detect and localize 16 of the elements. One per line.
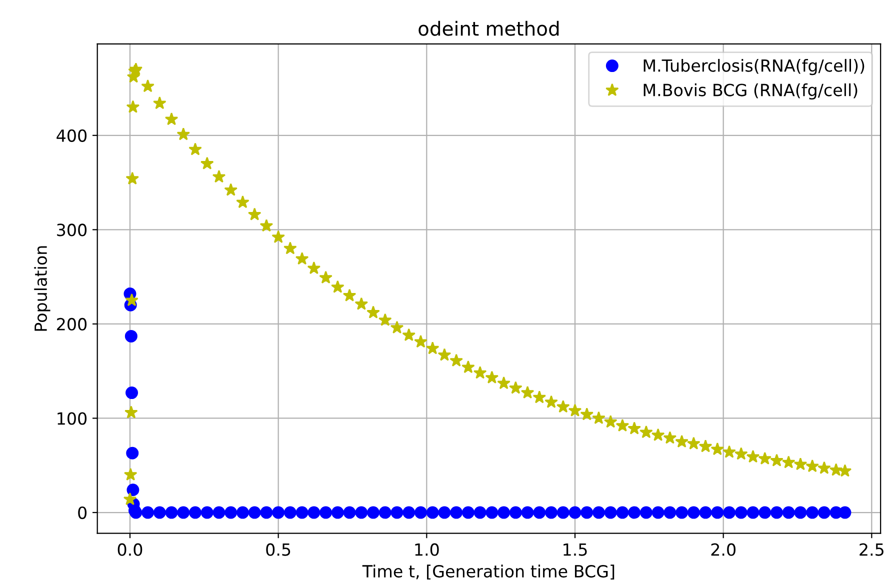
- x-axis-title: Time t, [Generation time BCG]: [362, 564, 614, 580]
- x-tick-label: 1.5: [564, 543, 587, 556]
- y-axis-title: Population: [34, 246, 50, 331]
- y-tick-label: 0: [78, 506, 87, 520]
- x-tick-label: 2.0: [711, 543, 736, 556]
- chart-title: odeint method: [418, 20, 559, 36]
- y-tick-label: 200: [57, 318, 87, 331]
- x-tick-label: 2.5: [860, 543, 884, 556]
- x-tick-label: 1.0: [415, 543, 439, 556]
- legend-label: M.Bovis BCG (RNA(fg/cell): [644, 83, 858, 100]
- legend-label: M.Tuberclosis(RNA(fg/cell)): [644, 58, 864, 76]
- x-tick-label: 0.5: [266, 543, 290, 556]
- y-tick-label: 300: [57, 224, 87, 236]
- x-tick-label: 0.0: [118, 543, 142, 556]
- y-tick-label: 100: [58, 412, 87, 425]
- y-tick-label: 400: [56, 129, 87, 142]
